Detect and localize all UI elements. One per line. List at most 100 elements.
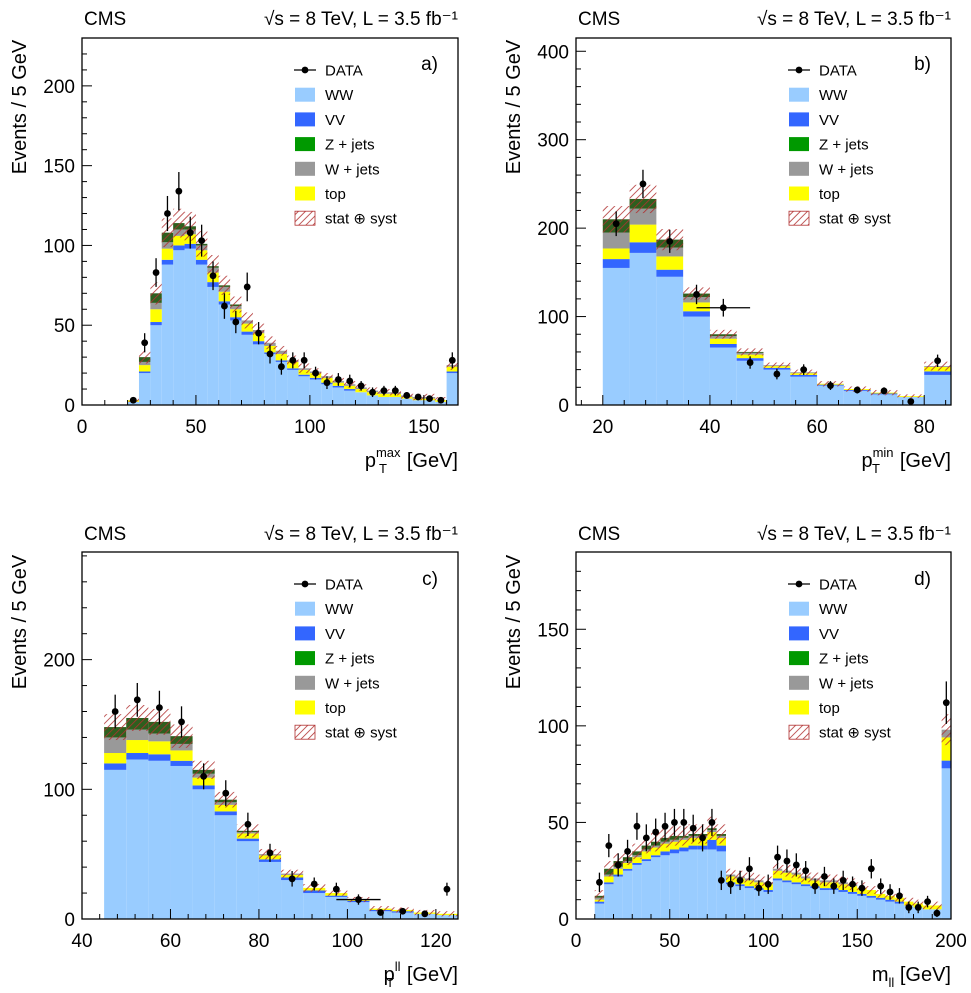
bar-ww — [303, 893, 326, 919]
bar-top — [632, 857, 642, 863]
legend-swatch — [295, 186, 315, 201]
bar-ww — [173, 250, 185, 405]
legend-label: W + jets — [819, 675, 874, 692]
bar-top — [173, 235, 185, 246]
legend-entry: WW — [295, 601, 354, 618]
legend-label: WW — [819, 87, 848, 104]
legend-label: WW — [325, 601, 354, 618]
legend-data-marker — [795, 66, 803, 74]
bar-ww — [791, 884, 801, 919]
legend-swatch — [789, 675, 809, 690]
bar-ww — [344, 390, 356, 405]
bar-ww — [275, 361, 288, 405]
data-point — [827, 382, 834, 389]
legend-swatch — [295, 675, 315, 690]
legend-entry: WW — [295, 87, 354, 104]
x-tick-label: 0 — [77, 417, 88, 438]
uncertainty-band — [594, 890, 605, 902]
bar-vv — [924, 371, 951, 375]
bar-vv — [772, 878, 783, 881]
bar-ww — [150, 325, 162, 405]
data-point — [933, 909, 941, 917]
legend-entry: VV — [295, 626, 345, 643]
legend-entry: stat ⊕ syst — [788, 724, 892, 742]
bar-ww — [604, 884, 614, 919]
bar-ww — [412, 400, 424, 405]
uncertainty-band — [632, 843, 642, 860]
data-point — [914, 904, 922, 911]
legend-hatch-swatch — [294, 724, 316, 740]
data-point — [152, 269, 160, 276]
legend-entry: top — [295, 186, 346, 203]
chart-panel-d: CMS √s = 8 TeV, L = 3.5 fb⁻¹ Events / 5 … — [503, 524, 967, 990]
bar-ww — [669, 853, 680, 919]
bar-top — [604, 876, 614, 883]
data-point — [312, 369, 319, 377]
bar-vv — [876, 897, 886, 900]
bar-ww — [389, 397, 402, 405]
data-point — [437, 396, 445, 404]
data-point — [830, 882, 838, 890]
data-point — [221, 302, 228, 310]
bar-top — [104, 753, 127, 764]
bar-vv — [885, 899, 895, 902]
energy-lumi-label: √s = 8 TeV, L = 3.5 fb⁻¹ — [264, 9, 458, 30]
bar-ww — [735, 886, 745, 919]
legend-label: stat ⊕ syst — [819, 211, 892, 228]
legend-label: VV — [819, 112, 839, 129]
legend-swatch — [789, 626, 809, 641]
legend-entry: DATA — [788, 577, 857, 594]
bar-ww — [258, 861, 282, 919]
bar-vv — [838, 890, 848, 892]
experiment-label: CMS — [84, 524, 126, 545]
bar-ww — [126, 759, 149, 919]
legend-label: top — [819, 700, 840, 717]
bar-top — [355, 389, 367, 393]
uncertainty-band — [897, 394, 925, 398]
data-point — [209, 272, 217, 280]
bar-top — [170, 750, 193, 761]
data-point — [141, 339, 149, 347]
data-point — [924, 898, 931, 906]
legend-entry: DATA — [294, 577, 363, 594]
data-point — [111, 708, 119, 715]
legend-swatch — [295, 112, 315, 127]
data-point — [907, 398, 915, 405]
data-point — [255, 329, 263, 337]
y-tick-label: 50 — [548, 813, 569, 834]
bar-top — [709, 338, 737, 344]
legend-hatch-swatch — [788, 724, 810, 740]
bar-wjets — [104, 737, 127, 754]
experiment-label: CMS — [578, 524, 620, 545]
y-tick-label: 300 — [537, 131, 569, 152]
uncertainty-band — [866, 886, 876, 894]
bar-ww — [435, 915, 458, 919]
legend-swatch — [295, 87, 315, 102]
data-point — [792, 861, 800, 869]
plot-frame — [575, 37, 952, 406]
bar-vv — [241, 331, 253, 335]
data-point — [133, 696, 141, 704]
data-point — [443, 885, 451, 893]
legend-entry: DATA — [788, 63, 857, 80]
data-point — [773, 370, 781, 378]
bar-vv — [941, 760, 951, 769]
data-point — [243, 283, 251, 291]
y-tick-label: 150 — [43, 157, 75, 178]
uncertainty-band — [669, 826, 680, 846]
bar-top — [214, 804, 237, 812]
legend-entry: WW — [789, 601, 848, 618]
plot-frame — [81, 551, 459, 920]
bar-vv — [790, 374, 818, 377]
bar-vv — [604, 882, 614, 885]
data-point — [693, 291, 700, 298]
data-point — [853, 386, 861, 394]
legend-entry: WW — [789, 87, 848, 104]
bar-vv — [195, 259, 208, 265]
x-tick-label: 60 — [160, 931, 181, 952]
bar-ww — [401, 398, 413, 405]
bar-ww — [192, 789, 215, 919]
y-tick-label: 100 — [43, 236, 75, 257]
data-point — [746, 359, 754, 366]
x-axis-title: pmax T [GeV] — [365, 445, 458, 476]
